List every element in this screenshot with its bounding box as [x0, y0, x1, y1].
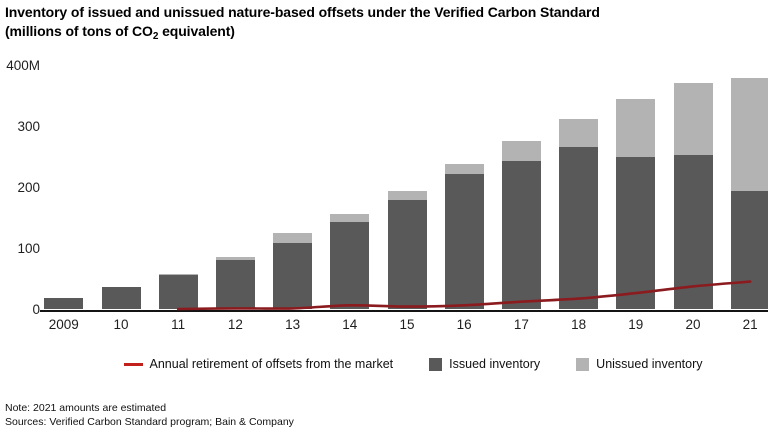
footnotes: Note: 2021 amounts are estimated Sources… [5, 401, 294, 429]
bar-issued-14 [330, 221, 370, 309]
legend-retirement-line-swatch [123, 362, 143, 366]
bar-issued-11 [158, 274, 198, 309]
x-tick-label-13: 13 [285, 317, 301, 332]
x-tick-label-10: 10 [113, 317, 129, 332]
legend-retirement-label: Annual retirement of offsets from the ma… [149, 357, 394, 371]
bar-issued-13 [273, 243, 313, 309]
x-tick-label-21: 21 [742, 317, 758, 332]
bar-unissued-15 [387, 190, 427, 200]
co2-subscript: 2 [152, 31, 159, 42]
legend-issued-label: Issued inventory [449, 357, 541, 371]
legend-issued-swatch [429, 357, 443, 371]
legend-unissued-label: Unissued inventory [596, 357, 703, 371]
x-tick-label-17: 17 [513, 317, 529, 332]
bar-unissued-13 [273, 233, 313, 244]
bar-unissued-16 [444, 164, 484, 175]
y-tick-label-100: 100 [17, 241, 40, 256]
chart-title: Inventory of issued and unissued nature-… [5, 3, 600, 43]
bar-unissued-14 [330, 214, 370, 222]
bar-unissued-12 [215, 256, 255, 261]
bar-issued-18 [559, 147, 599, 309]
legend-item-retirement: Annual retirement of offsets from the ma… [123, 357, 394, 371]
bar-issued-19 [616, 157, 656, 309]
legend-unissued-swatch [576, 357, 590, 371]
bar-issued-20 [673, 155, 713, 309]
bar-unissued-17 [501, 141, 541, 161]
x-tick-label-14: 14 [342, 317, 358, 332]
x-tick-label-19: 19 [628, 317, 644, 332]
bar-issued-16 [444, 174, 484, 309]
legend-item-unissued: Unissued inventory [576, 357, 702, 371]
x-tick-label-16: 16 [456, 317, 472, 332]
x-tick-label-15: 15 [399, 317, 415, 332]
x-axis-line [40, 310, 768, 312]
bar-issued-2009 [44, 298, 84, 309]
x-tick-label-20: 20 [685, 317, 701, 332]
bar-issued-17 [501, 160, 541, 309]
x-tick-label-18: 18 [571, 317, 587, 332]
footnote-sources: Sources: Verified Carbon Standard progra… [5, 416, 294, 428]
legend-item-issued: Issued inventory [429, 357, 540, 371]
y-tick-label-200: 200 [17, 180, 40, 195]
y-tick-label-300: 300 [17, 119, 40, 134]
x-tick-label-11: 11 [171, 317, 186, 332]
bar-issued-10 [101, 287, 141, 309]
chart-subtitle: (millions of tons of CO2 equivalent) [5, 23, 235, 42]
legend: Annual retirement of offsets from the ma… [0, 357, 768, 371]
x-tick-label-12: 12 [227, 317, 243, 332]
y-tick-label-0: 0 [32, 302, 40, 317]
bar-unissued-20 [673, 82, 713, 156]
bar-unissued-19 [616, 98, 656, 158]
bar-issued-12 [215, 260, 255, 309]
chart-title-line1: Inventory of issued and unissued nature-… [5, 4, 600, 20]
footnote-note: Note: 2021 amounts are estimated [5, 402, 167, 414]
bar-issued-21 [730, 190, 768, 309]
bar-unissued-21 [730, 78, 768, 191]
x-tick-label-2009: 2009 [48, 317, 79, 332]
bar-unissued-11 [158, 273, 198, 275]
y-tick-label-400: 400M [6, 58, 40, 73]
bar-unissued-18 [559, 119, 599, 148]
bar-issued-15 [387, 199, 427, 309]
